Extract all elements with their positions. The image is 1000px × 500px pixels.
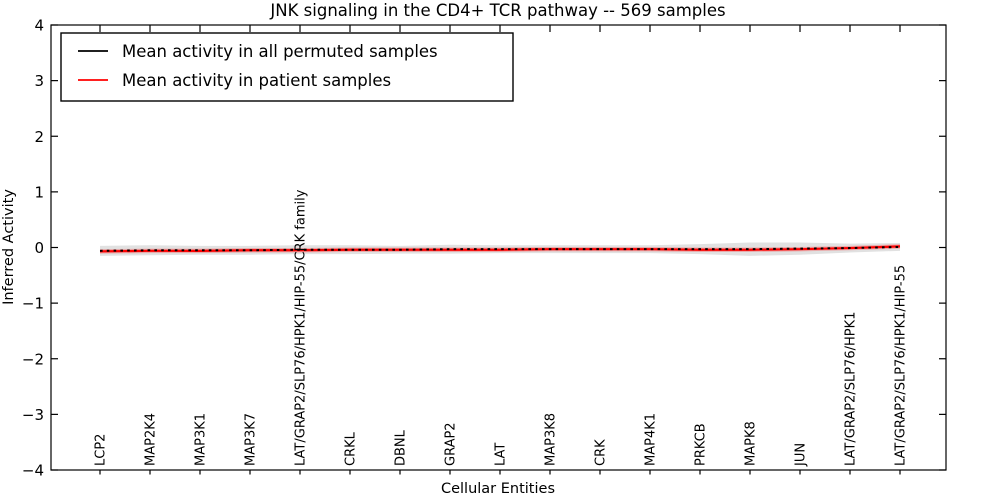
y-tick-label: 4 bbox=[34, 17, 44, 35]
x-tick-label: LAT/GRAP2/SLP76/HPK1/HIP-55/CRK family bbox=[294, 189, 309, 466]
y-tick-label: 1 bbox=[34, 183, 44, 201]
x-tick-label: CRK bbox=[594, 439, 609, 466]
legend-label-0: Mean activity in all permuted samples bbox=[122, 42, 438, 61]
x-tick-label: MAP4K1 bbox=[644, 413, 659, 466]
y-tick-label: 0 bbox=[34, 239, 44, 257]
y-tick-label: −3 bbox=[22, 406, 44, 424]
x-tick-label: MAPK8 bbox=[744, 421, 759, 466]
x-tick-label: DBNL bbox=[394, 429, 409, 466]
series-line-0 bbox=[99, 245, 901, 252]
x-tick-label: LAT bbox=[494, 443, 509, 466]
x-tick-label: CRKL bbox=[344, 431, 359, 466]
x-tick-label: PRKCB bbox=[694, 423, 709, 466]
legend-box bbox=[60, 32, 514, 102]
y-tick-label: −4 bbox=[22, 462, 44, 480]
legend: Mean activity in all permuted samples Mea… bbox=[60, 32, 514, 102]
x-tick-label: GRAP2 bbox=[444, 422, 459, 466]
x-axis-ticks: LCP2 MAP2K4 MAP3K1 MAP3K7 LAT/GRAP2/SLP76/HP… bbox=[94, 25, 909, 475]
x-tick-label: JUN bbox=[794, 443, 809, 467]
x-tick-label: LAT/GRAP2/SLP76/HPK1 bbox=[844, 312, 859, 466]
x-tick-label: MAP3K7 bbox=[244, 413, 259, 466]
y-tick-label: −1 bbox=[22, 295, 44, 313]
y-tick-label: −2 bbox=[22, 350, 44, 368]
x-tick-label: LCP2 bbox=[94, 434, 109, 466]
x-tick-label: MAP3K8 bbox=[544, 413, 559, 466]
x-axis-label: Cellular Entities bbox=[441, 481, 555, 497]
y-axis-label: Inferred Activity bbox=[1, 189, 17, 305]
x-tick-label: MAP2K4 bbox=[144, 413, 159, 466]
y-axis-ticks: −4 −3 −2 −1 0 1 2 3 4 bbox=[22, 17, 946, 480]
x-tick-label: MAP3K1 bbox=[194, 413, 209, 466]
legend-label-1: Mean activity in patient samples bbox=[122, 71, 391, 90]
x-tick-label: LAT/GRAP2/SLP76/HPK1/HIP-55 bbox=[894, 265, 909, 466]
y-tick-label: 2 bbox=[34, 128, 44, 146]
series-lines bbox=[99, 245, 901, 253]
chart-title: JNK signaling in the CD4+ TCR pathway --… bbox=[269, 1, 725, 20]
y-tick-label: 3 bbox=[34, 72, 44, 90]
